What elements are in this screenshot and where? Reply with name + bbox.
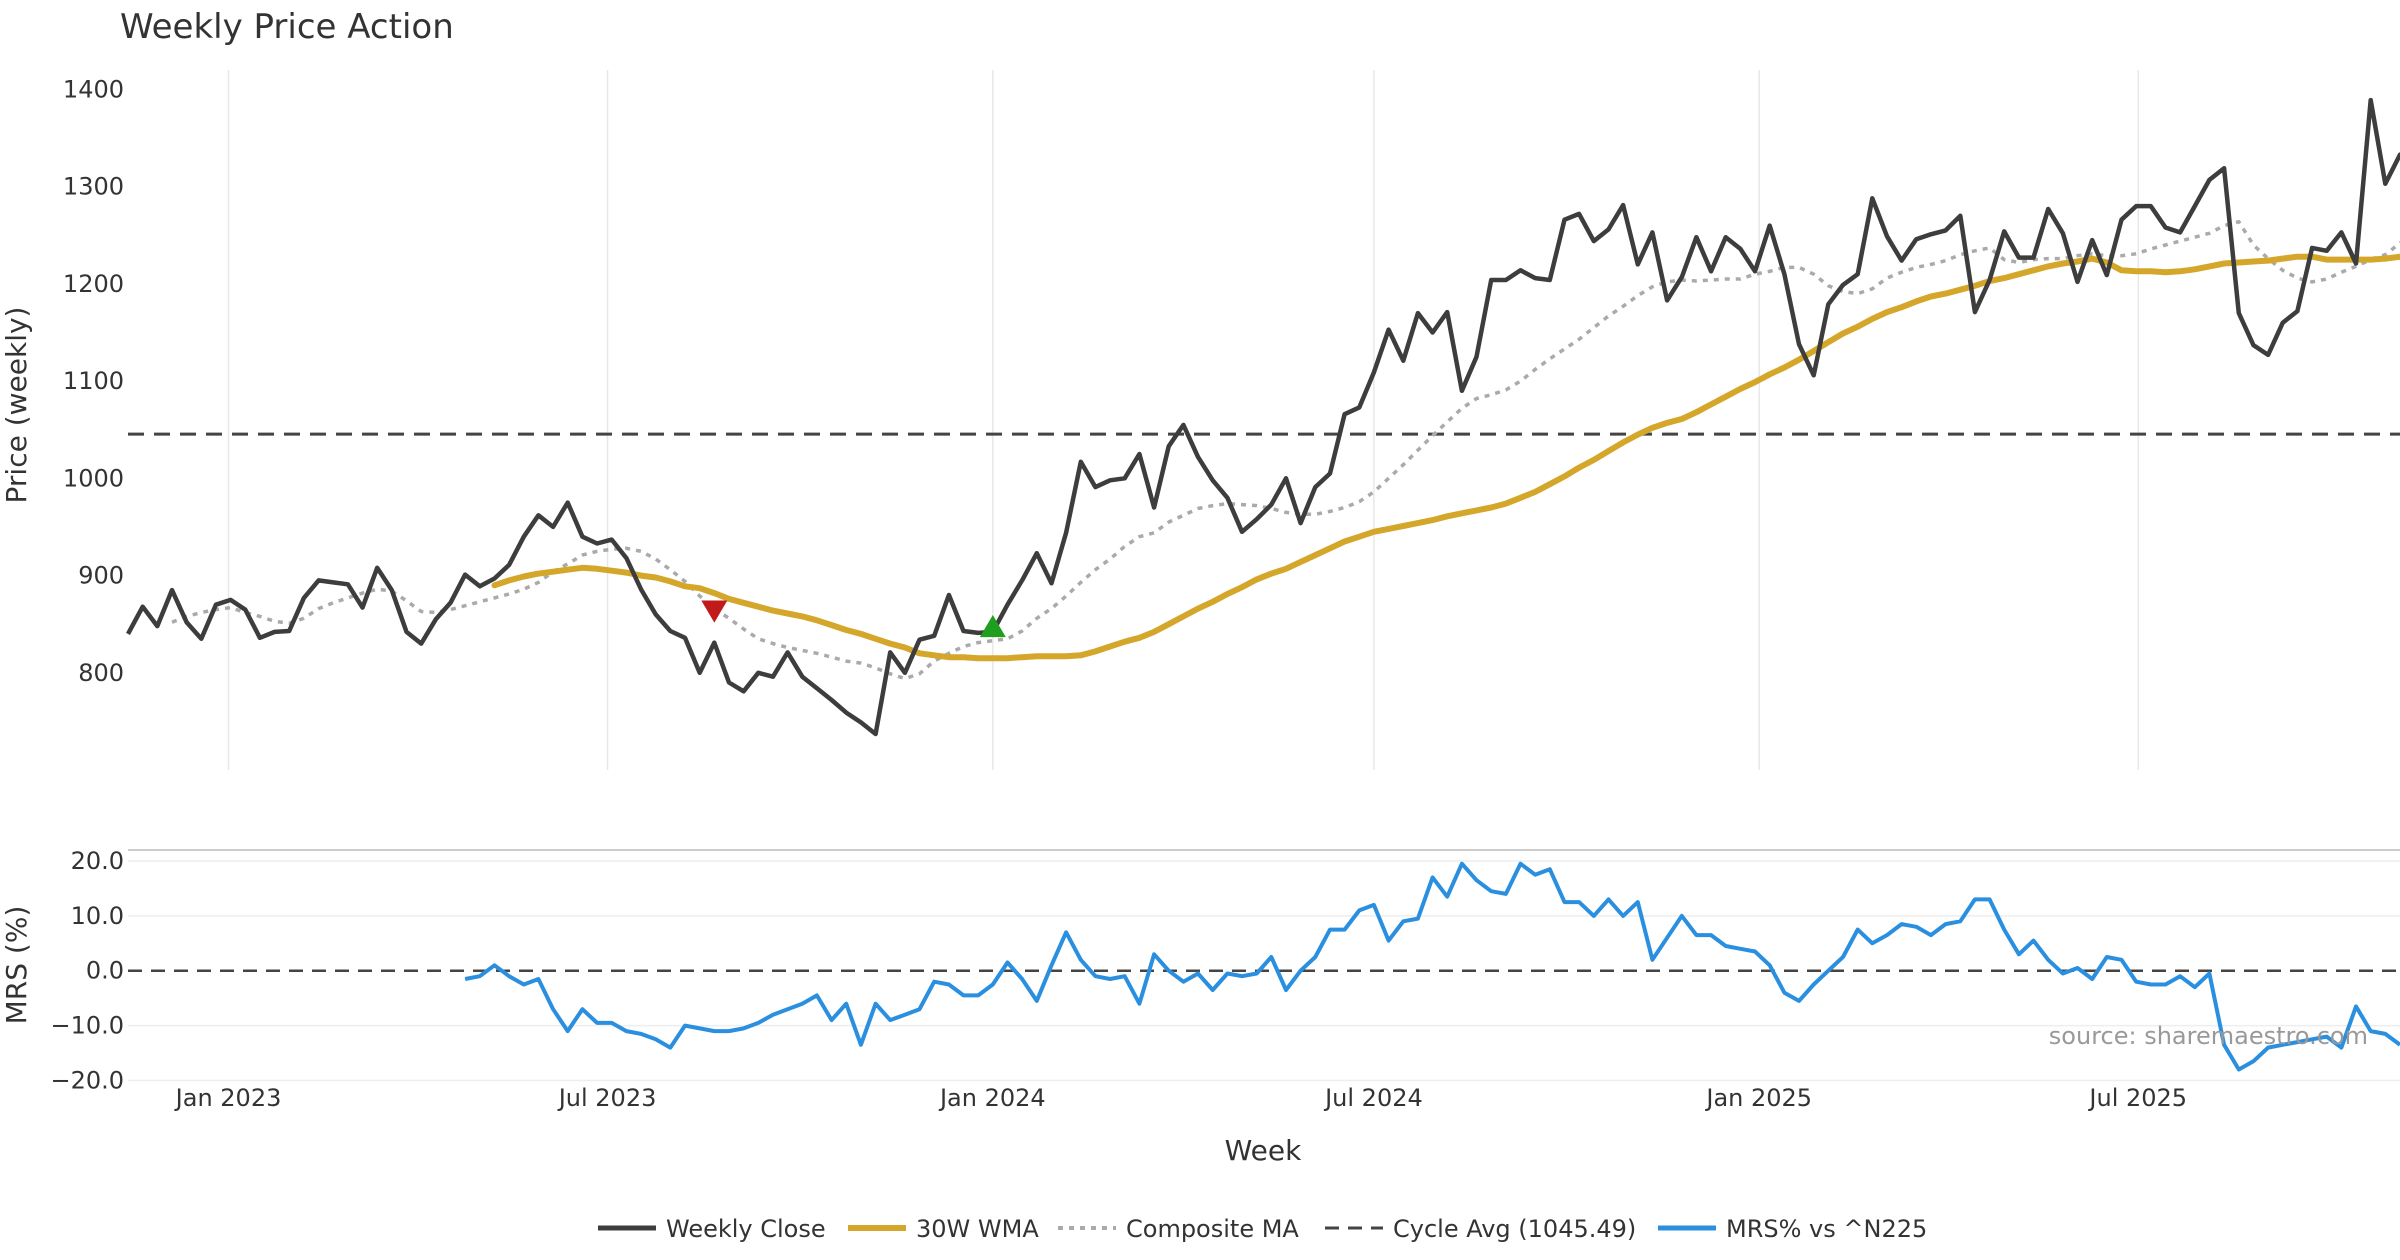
mrs-line [464, 861, 2400, 1072]
legend-label: Weekly Close [666, 1215, 826, 1243]
x-tick-label: Jan 2025 [1704, 1084, 1812, 1112]
mrs-series [464, 861, 2400, 1072]
price-y-tick-label: 800 [78, 659, 124, 687]
mrs-y-tick-label: 0.0 [86, 957, 124, 985]
price-series [126, 97, 2400, 737]
composite-ma-line [171, 219, 2400, 681]
x-tick-label: Jul 2024 [1323, 1084, 1423, 1112]
mrs-gridlines [128, 860, 2400, 1082]
mrs-y-ticks: −20.0 −10.0 0.0 10.0 20.0 [50, 847, 124, 1095]
legend: Weekly Close 30W WMA Composite MA Cycle Avg… [598, 1215, 1927, 1243]
legend-label: 30W WMA [916, 1215, 1039, 1243]
legend-label: MRS% vs ^N225 [1726, 1215, 1927, 1243]
mrs-y-tick-label: −20.0 [50, 1067, 124, 1095]
x-tick-label: Jan 2024 [938, 1084, 1046, 1112]
source-annotation: source: sharemaestro.com [2049, 1022, 2368, 1050]
x-tick-label: Jul 2025 [2087, 1084, 2187, 1112]
price-panel: 800 900 1000 1100 1200 1300 1400 Price (weekly… [0, 70, 2400, 770]
price-y-tick-label: 1300 [63, 173, 124, 201]
x-tick-label: Jul 2023 [557, 1084, 657, 1112]
mrs-panel: −20.0 −10.0 0.0 10.0 20.0 MRS (%) source: sh… [0, 847, 2400, 1095]
weekly-close-line [126, 97, 2400, 737]
mrs-y-axis-label: MRS (%) [0, 906, 33, 1025]
price-y-ticks: 800 900 1000 1100 1200 1300 1400 [63, 75, 124, 686]
mrs-y-tick-label: 10.0 [71, 902, 124, 930]
x-axis-label: Week [1225, 1134, 1302, 1167]
price-y-tick-label: 1400 [63, 75, 124, 103]
legend-label: Composite MA [1126, 1215, 1299, 1243]
price-y-tick-label: 1200 [63, 270, 124, 298]
wma-30w-line [491, 253, 2400, 662]
legend-label: Cycle Avg (1045.49) [1393, 1215, 1636, 1243]
price-y-tick-label: 1000 [63, 464, 124, 492]
x-ticks: Jan 2023 Jul 2023 Jan 2024 Jul 2024 Jan 2025… [174, 1084, 2187, 1112]
price-y-axis-label: Price (weekly) [0, 307, 33, 504]
signal-markers [701, 600, 1006, 638]
buy-signal-marker [979, 615, 1006, 638]
price-y-tick-label: 1100 [63, 367, 124, 395]
x-tick-label: Jan 2023 [174, 1084, 282, 1112]
chart-title: Weekly Price Action [120, 7, 454, 47]
sell-signal-marker [701, 600, 728, 623]
price-y-tick-label: 900 [78, 562, 124, 590]
mrs-y-tick-label: −10.0 [50, 1012, 124, 1040]
mrs-y-tick-label: 20.0 [71, 847, 124, 875]
price-gridlines [227, 70, 2139, 770]
